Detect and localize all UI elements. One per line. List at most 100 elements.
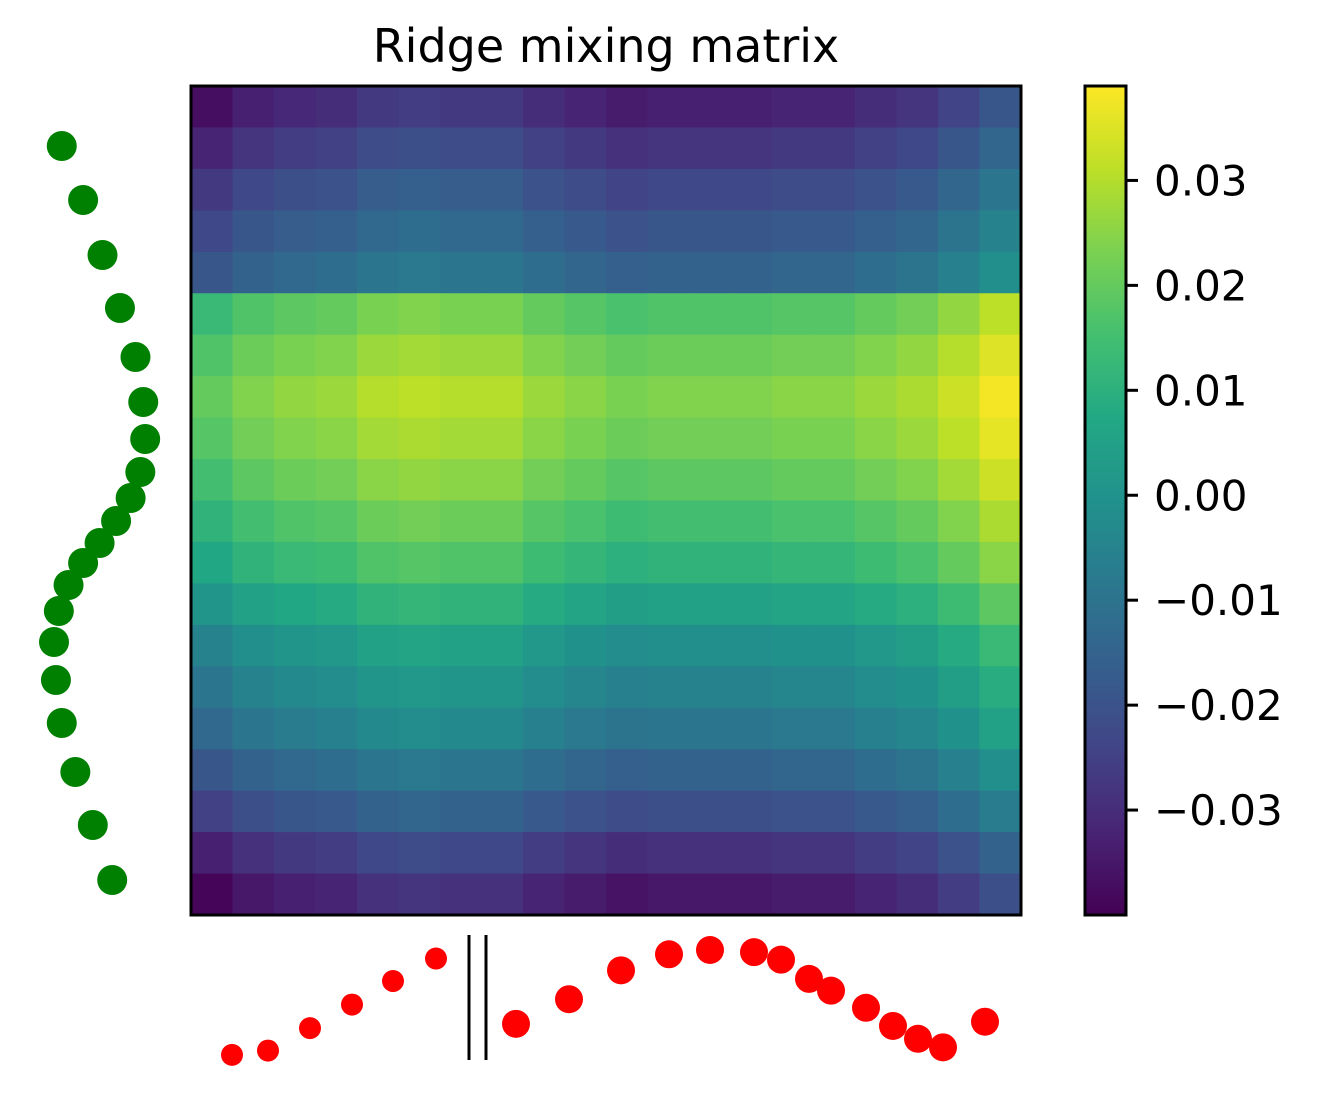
heatmap-cell (523, 873, 566, 916)
column-marker-point (655, 940, 683, 969)
heatmap-cell (689, 168, 732, 211)
heatmap-cell (689, 541, 732, 584)
column-marker-point (971, 1007, 999, 1036)
heatmap-cell (523, 832, 566, 875)
heatmap-cell (772, 334, 815, 377)
heatmap-cell (813, 376, 856, 419)
heatmap-cell (855, 790, 898, 833)
heatmap-cell (813, 832, 856, 875)
heatmap-cell (357, 376, 400, 419)
colorbar-ticks: −0.03 −0.02 −0.01 0.00 0.01 0.02 0.03 (1126, 156, 1283, 835)
heatmap-cell (481, 210, 524, 253)
heatmap-cell (855, 334, 898, 377)
heatmap-cell (896, 624, 939, 667)
heatmap-cell (855, 749, 898, 792)
heatmap-cell (647, 459, 690, 502)
heatmap-cell (813, 459, 856, 502)
heatmap-cell (315, 86, 358, 129)
heatmap-cell (730, 417, 773, 460)
heatmap-cell (606, 210, 649, 253)
heatmap-cell (979, 873, 1022, 916)
heatmap-cell (274, 583, 317, 626)
heatmap-cell (274, 832, 317, 875)
heatmap-cell (274, 459, 317, 502)
heatmap-cell (689, 500, 732, 543)
heatmap-cell (191, 790, 234, 833)
heatmap-cell (855, 873, 898, 916)
column-marker-point (767, 945, 795, 974)
heatmap-cell (689, 624, 732, 667)
heatmap-cell (896, 86, 939, 129)
heatmap-cell (481, 873, 524, 916)
heatmap-frame (189, 84, 1023, 917)
heatmap-cell (979, 127, 1022, 170)
heatmap-cell (938, 749, 981, 792)
heatmap-cell (772, 459, 815, 502)
heatmap-cell (938, 417, 981, 460)
heatmap-cell (440, 583, 483, 626)
heatmap-cell (315, 873, 358, 916)
heatmap-cell (523, 210, 566, 253)
heatmap-cell (979, 86, 1022, 129)
heatmap-cell (398, 210, 441, 253)
row-marker-point (77, 810, 108, 840)
heatmap-cell (647, 417, 690, 460)
heatmap-cell (191, 666, 234, 709)
heatmap-cell (606, 127, 649, 170)
heatmap-cell (896, 417, 939, 460)
heatmap-cell (689, 459, 732, 502)
heatmap-cell (232, 376, 275, 419)
heatmap-cell (647, 832, 690, 875)
column-break-marker (467, 935, 488, 1060)
heatmap-cell (440, 168, 483, 211)
heatmap-cell (481, 624, 524, 667)
heatmap-cell (315, 832, 358, 875)
heatmap-cell (564, 749, 607, 792)
heatmap-cell (938, 334, 981, 377)
heatmap-cell (606, 500, 649, 543)
row-marker-point (68, 185, 99, 215)
colorbar-tick-label: −0.02 (1154, 681, 1283, 730)
heatmap-cell (564, 86, 607, 129)
heatmap-cell (979, 749, 1022, 792)
heatmap-cell (232, 293, 275, 336)
heatmap-cell (979, 376, 1022, 419)
heatmap-cell (979, 293, 1022, 336)
heatmap-cell (647, 127, 690, 170)
heatmap-cell (191, 624, 234, 667)
heatmap-cell (440, 541, 483, 584)
heatmap-cell (481, 459, 524, 502)
heatmap-cell (191, 376, 234, 419)
row-marker-point (104, 293, 135, 323)
colorbar-frame (1083, 84, 1128, 917)
heatmap-cell (232, 832, 275, 875)
heatmap-cell (564, 707, 607, 750)
heatmap-cell (647, 168, 690, 211)
row-marker-point (40, 665, 71, 695)
heatmap-cell (606, 334, 649, 377)
heatmap-cell (772, 832, 815, 875)
heatmap-cell (689, 210, 732, 253)
heatmap-cell (979, 790, 1022, 833)
heatmap-cell (232, 334, 275, 377)
heatmap-cell (647, 624, 690, 667)
heatmap-cell (398, 790, 441, 833)
heatmap-cell (813, 541, 856, 584)
heatmap-cell (398, 127, 441, 170)
heatmap-cell (274, 376, 317, 419)
row-marker-point (130, 424, 161, 454)
row-marker-point (68, 548, 99, 578)
heatmap-cell (357, 749, 400, 792)
heatmap-cell (772, 707, 815, 750)
heatmap-cell (232, 873, 275, 916)
heatmap-cell (855, 624, 898, 667)
column-marker-point (382, 970, 404, 993)
heatmap-cell (481, 583, 524, 626)
heatmap-cell (440, 790, 483, 833)
heatmap-cell (191, 707, 234, 750)
heatmap-cell (647, 210, 690, 253)
heatmap-cell (191, 127, 234, 170)
heatmap-cell (440, 749, 483, 792)
heatmap-cell (440, 376, 483, 419)
heatmap-cell (232, 749, 275, 792)
